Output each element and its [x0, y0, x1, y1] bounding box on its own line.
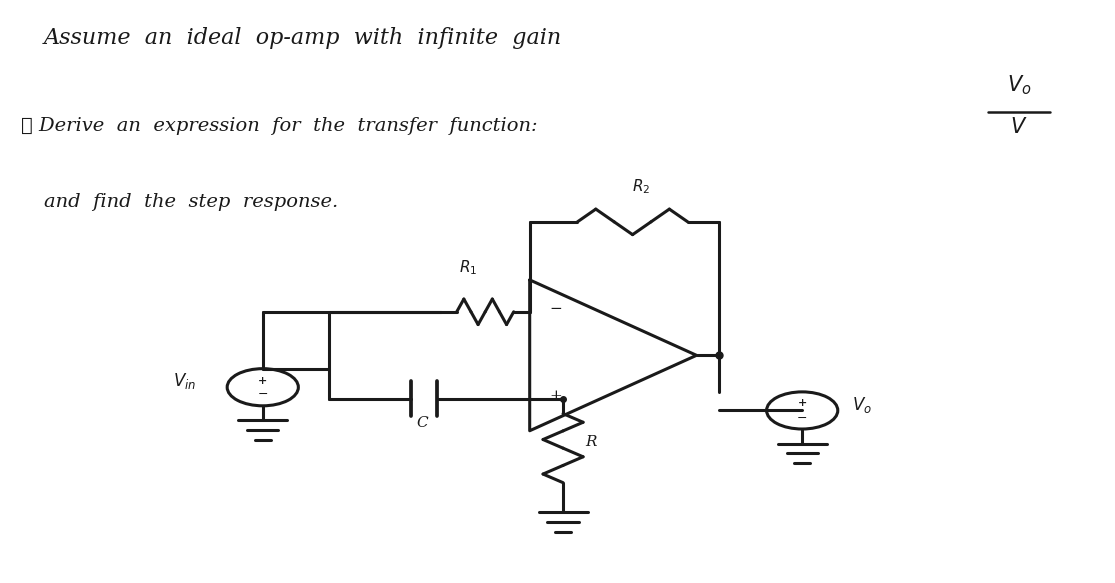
Text: Assume  an  ideal  op-amp  with  infinite  gain: Assume an ideal op-amp with infinite gai…: [43, 27, 562, 50]
Text: and  find  the  step  response.: and find the step response.: [43, 193, 338, 211]
Text: −: −: [797, 412, 807, 424]
Text: +: +: [259, 375, 268, 386]
Text: C: C: [416, 416, 428, 430]
Text: R: R: [585, 436, 597, 449]
Text: +: +: [797, 398, 807, 409]
Text: $V_{in}$: $V_{in}$: [173, 371, 196, 391]
Text: $R_1$: $R_1$: [459, 258, 477, 277]
Text: +: +: [550, 389, 562, 403]
Text: ① Derive  an  expression  for  the  transfer  function:: ① Derive an expression for the transfer …: [21, 117, 539, 135]
Text: $V_o$: $V_o$: [852, 395, 872, 415]
Text: −: −: [550, 302, 562, 316]
Text: $V_o$: $V_o$: [1007, 73, 1031, 97]
Text: $V$: $V$: [1010, 117, 1028, 138]
Text: $R_2$: $R_2$: [632, 177, 650, 196]
Text: −: −: [258, 388, 268, 401]
